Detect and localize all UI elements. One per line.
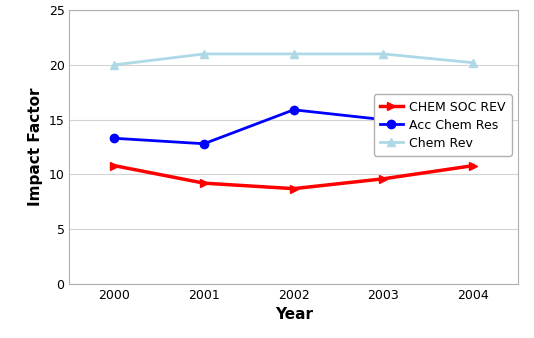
Acc Chem Res	[201, 142, 207, 146]
Acc Chem Res	[380, 118, 387, 122]
X-axis label: Year: Year	[274, 307, 313, 322]
Chem Rev	[290, 52, 297, 56]
Line: Acc Chem Res: Acc Chem Res	[110, 106, 477, 148]
CHEM SOC REV	[201, 181, 207, 185]
CHEM SOC REV	[380, 177, 387, 181]
Y-axis label: Impact Factor: Impact Factor	[28, 88, 43, 206]
Acc Chem Res	[111, 136, 117, 140]
Chem Rev	[111, 63, 117, 67]
Line: CHEM SOC REV: CHEM SOC REV	[110, 162, 477, 193]
CHEM SOC REV	[290, 187, 297, 191]
Chem Rev	[201, 52, 207, 56]
Chem Rev	[380, 52, 387, 56]
Chem Rev	[470, 61, 476, 65]
CHEM SOC REV	[111, 164, 117, 168]
Acc Chem Res	[470, 137, 476, 141]
Legend: CHEM SOC REV, Acc Chem Res, Chem Rev: CHEM SOC REV, Acc Chem Res, Chem Rev	[374, 94, 512, 156]
Acc Chem Res	[290, 108, 297, 112]
Line: Chem Rev: Chem Rev	[110, 50, 477, 69]
CHEM SOC REV	[470, 164, 476, 168]
